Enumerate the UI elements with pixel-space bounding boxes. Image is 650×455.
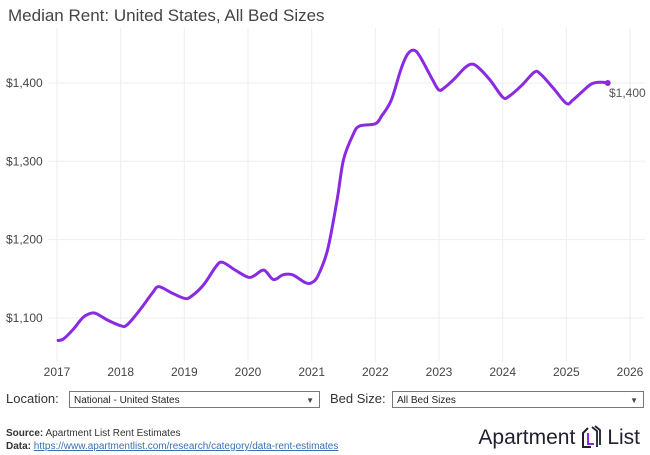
data-point: [107, 319, 109, 321]
data-point: [311, 282, 313, 284]
data-point: [234, 269, 236, 271]
data-point: [406, 54, 408, 56]
data-point: [508, 95, 510, 97]
apartment-list-logo: Apartment List: [478, 425, 640, 451]
chevron-down-icon: ▼: [306, 396, 314, 405]
x-tick-label: 2024: [489, 365, 516, 379]
data-point: [253, 275, 255, 277]
y-tick-label: $1,200: [6, 233, 43, 247]
data-point: [292, 274, 294, 276]
data-point: [139, 309, 141, 311]
data-point: [400, 69, 402, 71]
data-point: [521, 84, 523, 86]
x-tick-label: 2025: [553, 365, 580, 379]
data-point: [215, 265, 217, 267]
data-point: [444, 86, 446, 88]
data-point: [152, 292, 153, 294]
data-point: [600, 81, 602, 83]
data-point: [476, 66, 478, 68]
data-point: [327, 249, 329, 251]
data-label: Data:: [6, 441, 32, 452]
data-point: [247, 276, 249, 278]
data-line: Data: https://www.apartmentlist.com/rese…: [6, 441, 338, 452]
data-point: [534, 71, 535, 73]
data-point: [336, 199, 338, 201]
end-point-marker: [604, 80, 611, 86]
x-tick-label: 2018: [107, 365, 134, 379]
data-point: [489, 79, 491, 81]
end-value-label: $1,400: [609, 86, 646, 100]
data-point: [202, 284, 204, 286]
x-tick-label: 2021: [298, 365, 325, 379]
data-point: [126, 324, 128, 326]
data-point: [62, 338, 64, 340]
data-point: [463, 67, 465, 69]
location-select[interactable]: National - United States ▼: [69, 391, 320, 408]
data-point: [502, 96, 504, 98]
data-point: [94, 312, 96, 314]
x-tick-label: 2026: [617, 365, 644, 379]
y-tick-label: $1,400: [6, 76, 43, 90]
data-point: [591, 83, 593, 85]
location-select-value: National - United States: [74, 395, 180, 406]
x-tick-label: 2023: [426, 365, 453, 379]
data-point: [263, 269, 265, 271]
data-point: [190, 296, 192, 298]
data-point: [432, 79, 434, 81]
data-point: [413, 49, 415, 51]
bed-size-label: Bed Size:: [330, 391, 386, 406]
data-point: [390, 99, 392, 101]
data-point: [72, 329, 74, 331]
data-point: [222, 261, 224, 263]
data-point: [56, 340, 58, 342]
data-point: [581, 91, 583, 93]
x-tick-label: 2020: [235, 365, 262, 379]
data-point: [343, 159, 344, 161]
y-tick-label: $1,100: [6, 311, 43, 325]
data-point: [438, 89, 440, 91]
data-point: [272, 279, 274, 281]
data-point: [374, 123, 376, 125]
logo-text-left: Apartment: [478, 426, 576, 449]
data-point: [120, 325, 122, 327]
data-point: [358, 125, 360, 127]
data-point: [171, 292, 173, 294]
source-label: Source:: [6, 428, 44, 439]
bed-size-select[interactable]: All Bed Sizes ▼: [392, 391, 644, 408]
bed-size-select-value: All Bed Sizes: [397, 395, 456, 406]
x-tick-label: 2019: [171, 365, 198, 379]
data-point: [183, 297, 185, 299]
chevron-down-icon: ▼: [630, 396, 638, 405]
data-point: [565, 102, 567, 104]
data-point: [352, 134, 354, 136]
data-point: [88, 313, 90, 315]
logo-text-right: List: [607, 426, 640, 449]
y-tick-label: $1,300: [6, 154, 43, 168]
data-point: [572, 99, 574, 101]
data-point: [81, 317, 83, 319]
series-line: [56, 48, 608, 343]
data-point: [553, 87, 555, 89]
data-point: [282, 274, 284, 276]
logo-mark-icon: [582, 425, 602, 448]
source-line: Source: Apartment List Rent Estimates: [6, 428, 181, 439]
data-point: [158, 286, 160, 288]
data-point: [419, 55, 421, 57]
data-point: [540, 73, 542, 75]
data-point: [470, 63, 472, 65]
data-point: [304, 282, 306, 284]
chart-title: Median Rent: United States, All Bed Size…: [8, 6, 325, 25]
line-chart: 2017 2018 2019 2020 2021 2022 2023 2024 2025 2026…: [6, 28, 646, 379]
data-link[interactable]: https://www.apartmentlist.com/research/c…: [33, 441, 339, 452]
source-text: Apartment List Rent Estimates: [45, 428, 181, 439]
data-point: [381, 115, 383, 117]
data-point: [317, 275, 319, 277]
data-point: [454, 77, 456, 79]
x-tick-label: 2017: [44, 365, 71, 379]
location-label: Location:: [6, 391, 59, 406]
x-tick-label: 2022: [362, 365, 389, 379]
